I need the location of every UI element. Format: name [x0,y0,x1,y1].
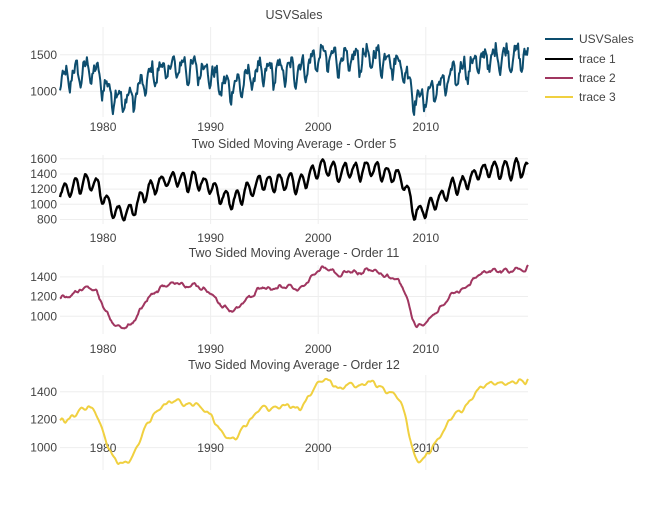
legend[interactable]: USVSales trace 1 trace 2 trace 3 [545,32,634,104]
series-line-trace-3 [59,377,529,465]
y-tick-label: 1200 [30,182,57,196]
x-tick-label: 1990 [197,231,224,245]
legend-label: USVSales [579,32,634,46]
x-tick-label: 2000 [305,120,332,134]
chart-subtitle: Two Sided Moving Average - Order 12 [188,358,400,372]
y-tick-label: 1400 [30,167,57,181]
y-tick-label: 1400 [30,270,57,284]
y-tick-label: 1200 [30,413,57,427]
y-tick-label: 1500 [30,48,57,62]
y-tick-label: 1400 [30,385,57,399]
x-tick-label: 2010 [412,120,439,134]
x-tick-label: 1990 [197,120,224,134]
x-tick-label: 1980 [90,120,117,134]
legend-item[interactable]: USVSales [545,32,634,46]
y-tick-label: 800 [37,212,57,226]
chart-panel: Two Sided Moving Average - Order 12 1980 1… [30,358,529,470]
x-tick-label: 2010 [412,231,439,245]
series-line-trace-2 [59,264,529,330]
legend-item[interactable]: trace 1 [545,52,616,66]
legend-label: trace 3 [579,90,616,104]
chart-subtitle: Two Sided Moving Average - Order 5 [192,137,397,151]
y-tick-label: 1000 [30,197,57,211]
series-line-usvsales [59,42,529,116]
x-tick-label: 1990 [197,342,224,356]
chart-panel: Two Sided Moving Average - Order 5 1980 19… [30,137,529,245]
legend-item[interactable]: trace 2 [545,71,616,85]
chart-panel: USVSales 1980 1990 2000 2010 1000 1500 [30,8,529,134]
x-tick-label: 1980 [90,441,117,455]
y-tick-label: 1000 [30,84,57,98]
x-tick-label: 2010 [412,342,439,356]
y-tick-label: 1600 [30,152,57,166]
x-tick-label: 2000 [305,231,332,245]
x-tick-label: 1980 [90,342,117,356]
x-tick-label: 2000 [305,441,332,455]
x-tick-label: 1990 [197,441,224,455]
legend-label: trace 1 [579,52,616,66]
chart-subtitle: USVSales [266,8,323,22]
chart-subtitle: Two Sided Moving Average - Order 11 [189,246,400,260]
y-tick-label: 1200 [30,290,57,304]
y-tick-label: 1000 [30,309,57,323]
chart-panel: Two Sided Moving Average - Order 11 1980 1… [30,246,529,356]
legend-label: trace 2 [579,71,616,85]
y-tick-label: 1000 [30,441,57,455]
x-tick-label: 2000 [305,342,332,356]
legend-item[interactable]: trace 3 [545,90,616,104]
x-tick-label: 1980 [90,231,117,245]
series-line-trace-1 [58,157,529,222]
